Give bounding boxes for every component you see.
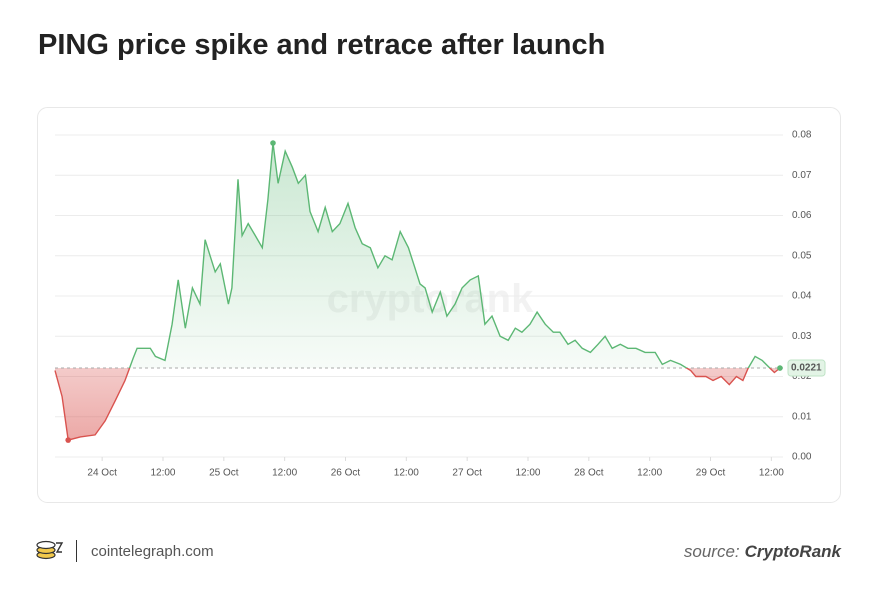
x-tick-label: 12:00	[759, 468, 784, 479]
x-tick-label: 25 Oct	[209, 468, 239, 479]
min-point	[65, 437, 71, 443]
y-tick-label: 0.03	[792, 331, 812, 342]
logo	[36, 540, 64, 560]
y-tick-label: 0.02	[792, 371, 812, 382]
x-tick-label: 28 Oct	[574, 468, 604, 479]
source-prefix: source:	[684, 542, 740, 561]
plot: 0.00 0.01 0.02 0.03 0.04 0.05 0.06 0.07 0.08 24 O…	[54, 130, 826, 479]
x-tick-label: 26 Oct	[331, 468, 361, 479]
baseline-label-box	[787, 359, 826, 377]
source-name: CryptoRank	[745, 542, 843, 561]
y-tick-label: 0.01	[792, 411, 812, 422]
last-point	[777, 365, 783, 371]
y-tick-label: 0.07	[792, 170, 812, 181]
chart-title: PING price spike and retrace after launc…	[38, 29, 605, 61]
baseline-label: 0.0221	[791, 363, 822, 374]
y-tick-label: 0.00	[792, 452, 812, 463]
x-tick-label: 12:00	[637, 468, 662, 479]
x-tick-label: 24 Oct	[87, 468, 117, 479]
source: source: CryptoRank	[684, 542, 843, 561]
x-tick-label: 29 Oct	[696, 468, 726, 479]
x-tick-label: 12:00	[515, 468, 540, 479]
site-name: cointelegraph.com	[91, 543, 214, 560]
x-tick-label: 12:00	[394, 468, 419, 479]
y-tick-label: 0.05	[792, 250, 812, 261]
x-tick-label: 27 Oct	[452, 468, 482, 479]
x-tick-label: 12:00	[272, 468, 297, 479]
y-tick-label: 0.08	[792, 130, 812, 141]
max-point	[270, 140, 276, 146]
x-tick-label: 12:00	[150, 468, 175, 479]
price-line	[54, 143, 781, 441]
y-tick-label: 0.04	[792, 291, 812, 302]
y-tick-label: 0.06	[792, 210, 812, 221]
